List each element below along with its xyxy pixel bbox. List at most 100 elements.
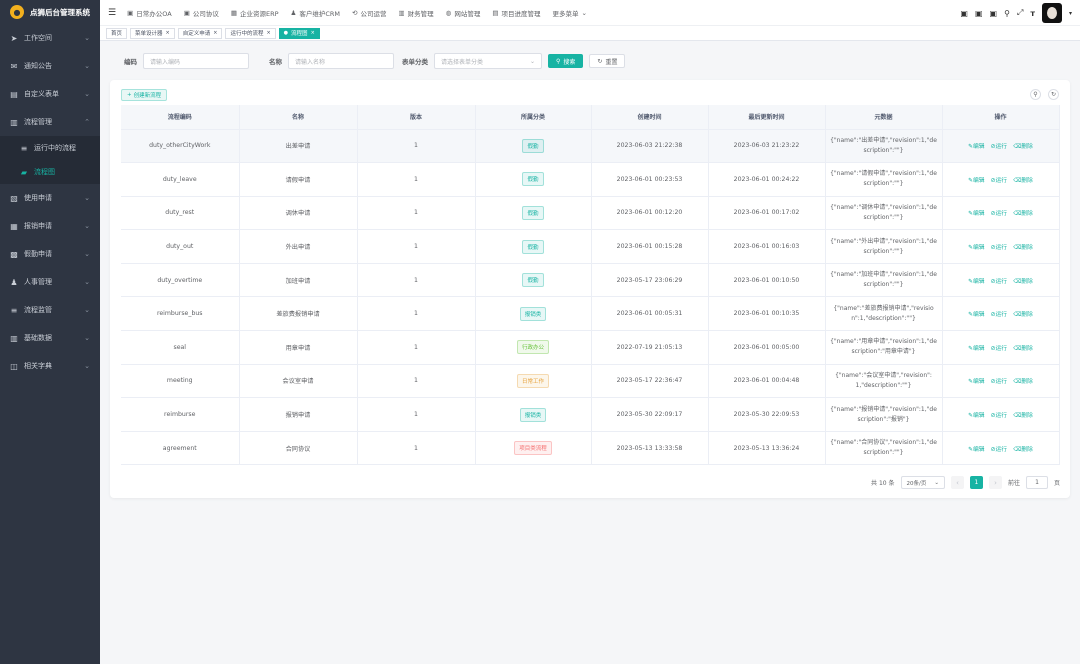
page-size-select[interactable]: 20条/页 ⌄ bbox=[900, 476, 945, 489]
name-input[interactable]: 请输入名称 bbox=[288, 53, 394, 69]
delete-button[interactable]: ⌫删除 bbox=[1013, 343, 1033, 352]
edit-button[interactable]: ✎编辑 bbox=[968, 141, 984, 150]
menu-toggle-icon[interactable]: ☰ bbox=[108, 7, 117, 18]
topnav-item[interactable]: 更多菜单 ⌄ bbox=[547, 8, 591, 18]
run-icon: ⊘ bbox=[990, 278, 996, 285]
doc-icon[interactable]: ▣ bbox=[960, 8, 968, 18]
close-icon[interactable]: × bbox=[310, 30, 315, 36]
run-button[interactable]: ⊘运行 bbox=[991, 276, 1007, 285]
doc-icon[interactable]: ▣ bbox=[974, 8, 983, 18]
run-button[interactable]: ⊘运行 bbox=[991, 376, 1007, 385]
app-logo[interactable]: ● 点狮后台管理系统 bbox=[0, 0, 100, 24]
doc-icon[interactable]: ▣ bbox=[989, 8, 998, 18]
edit-button[interactable]: ✎编辑 bbox=[968, 410, 984, 419]
sidebar-item[interactable]: ➤ 工作空间 ⌄ bbox=[0, 24, 100, 52]
goto-page-input[interactable]: 1 bbox=[1025, 476, 1048, 489]
edit-button[interactable]: ✎编辑 bbox=[968, 343, 984, 352]
edit-button[interactable]: ✎编辑 bbox=[968, 309, 984, 318]
topnav-item[interactable]: ♟ 客户维护CRM bbox=[286, 8, 346, 18]
process-code: reimburse bbox=[121, 397, 240, 432]
delete-button[interactable]: ⌫删除 bbox=[1013, 208, 1033, 217]
table-row[interactable]: seal 用章申请 1 行政办公 2022-07-19 21:05:13 2023-06-… bbox=[121, 330, 1060, 365]
close-icon[interactable]: × bbox=[266, 30, 271, 36]
search-icon[interactable]: ⚲ bbox=[1004, 8, 1010, 18]
delete-button[interactable]: ⌫删除 bbox=[1013, 376, 1033, 385]
run-button[interactable]: ⊘运行 bbox=[991, 410, 1007, 419]
edit-button[interactable]: ✎编辑 bbox=[968, 276, 984, 285]
tab-item[interactable]: 首页 bbox=[106, 27, 128, 39]
run-button[interactable]: ⊘运行 bbox=[991, 141, 1007, 150]
total-count: 共 10 条 bbox=[871, 480, 895, 487]
sidebar-item[interactable]: ▦ 报销申请 ⌄ bbox=[0, 212, 100, 240]
topnav-item[interactable]: ▦ 企业资源ERP bbox=[226, 8, 284, 18]
font-size-icon[interactable]: т bbox=[1030, 8, 1035, 18]
delete-button[interactable]: ⌫删除 bbox=[1013, 276, 1033, 285]
sidebar-item[interactable]: ♟ 人事管理 ⌄ bbox=[0, 268, 100, 296]
sidebar-item[interactable]: ≡ 流程监管 ⌄ bbox=[0, 296, 100, 324]
search-toggle-icon[interactable]: ⚲ bbox=[1030, 89, 1041, 100]
run-button[interactable]: ⊘运行 bbox=[991, 343, 1007, 352]
sidebar-subitem[interactable]: ≡ 运行中的流程 bbox=[0, 136, 100, 160]
tab-item[interactable]: ● 流程图 × bbox=[278, 27, 320, 39]
edit-button[interactable]: ✎编辑 bbox=[968, 208, 984, 217]
sidebar-item[interactable]: ▥ 基础数据 ⌄ bbox=[0, 324, 100, 352]
run-button[interactable]: ⊘运行 bbox=[991, 208, 1007, 217]
run-button[interactable]: ⊘运行 bbox=[991, 242, 1007, 251]
delete-button[interactable]: ⌫删除 bbox=[1013, 242, 1033, 251]
next-page-button[interactable]: › bbox=[988, 476, 1002, 489]
table-row[interactable]: reimburse 报销申请 1 报销类 2023-05-30 22:09:17 2023… bbox=[121, 397, 1060, 432]
table-row[interactable]: reimburse_bus 差旅费报销申请 1 报销类 2023-06-01 00:05… bbox=[121, 296, 1060, 332]
edit-button[interactable]: ✎编辑 bbox=[968, 444, 984, 453]
avatar[interactable] bbox=[1041, 3, 1062, 23]
topnav-item[interactable]: ▣ 公司协议 bbox=[179, 8, 224, 18]
tab-item[interactable]: 运行中的流程 × bbox=[225, 27, 276, 39]
fullscreen-icon[interactable]: ⤢ bbox=[1016, 8, 1024, 17]
delete-button[interactable]: ⌫删除 bbox=[1013, 410, 1033, 419]
search-button[interactable]: ⚲ 搜索 bbox=[548, 54, 584, 68]
prev-page-button[interactable]: ‹ bbox=[950, 476, 964, 489]
table-row[interactable]: meeting 会议室申请 1 日常工作 2023-05-17 22:36:47 2023… bbox=[121, 364, 1060, 399]
table-row[interactable]: duty_leave 请假申请 1 假勤 2023-06-01 00:23:53 2023… bbox=[121, 162, 1060, 197]
run-button[interactable]: ⊘运行 bbox=[991, 175, 1007, 184]
edit-button[interactable]: ✎编辑 bbox=[968, 376, 984, 385]
topnav-item[interactable]: ▤ 项目进度管理 bbox=[487, 8, 545, 18]
topnav-item[interactable]: ⟲ 公司运营 bbox=[347, 8, 391, 18]
code-input[interactable]: 请输入编码 bbox=[143, 53, 249, 69]
sidebar-item[interactable]: ▩ 假勤申请 ⌄ bbox=[0, 240, 100, 268]
topnav-item[interactable]: ◍ 网站管理 bbox=[441, 8, 486, 18]
delete-button[interactable]: ⌫删除 bbox=[1013, 141, 1033, 150]
sidebar-item[interactable]: ◫ 相关字典 ⌄ bbox=[0, 352, 100, 380]
reset-button[interactable]: ↻ 重置 bbox=[589, 54, 626, 68]
table-row[interactable]: duty_overtime 加班申请 1 假勤 2023-05-17 23:06:29 2… bbox=[121, 263, 1060, 298]
edit-button[interactable]: ✎编辑 bbox=[968, 242, 984, 251]
category-tag: 项目类流程 bbox=[514, 441, 552, 456]
table-row[interactable]: duty_otherCityWork 出差申请 1 假勤 2023-06-03 21:2… bbox=[121, 129, 1060, 164]
sidebar-item[interactable]: ▧ 使用申请 ⌄ bbox=[0, 184, 100, 212]
page-number[interactable]: 1 bbox=[969, 476, 983, 489]
add-process-button[interactable]: + 创建新流程 bbox=[121, 89, 168, 101]
sidebar-item[interactable]: ▥ 流程管理 ⌃ bbox=[0, 108, 100, 136]
table-row[interactable]: duty_rest 调休申请 1 假勤 2023-06-01 00:12:20 2023-… bbox=[121, 196, 1060, 231]
sidebar-subitem[interactable]: ▰ 流程图 bbox=[0, 160, 100, 184]
tab-item[interactable]: 菜单设计器 × bbox=[130, 27, 175, 39]
edit-button[interactable]: ✎编辑 bbox=[968, 175, 984, 184]
category-select[interactable]: 请选择表单分类 ⌄ bbox=[434, 53, 542, 69]
run-button[interactable]: ⊘运行 bbox=[991, 309, 1007, 318]
delete-button[interactable]: ⌫删除 bbox=[1013, 309, 1033, 318]
tab-item[interactable]: 自定义申请 × bbox=[177, 27, 223, 39]
topnav-item[interactable]: ▥ 财务管理 bbox=[394, 8, 439, 18]
sidebar-item[interactable]: ✉ 通知公告 ⌄ bbox=[0, 52, 100, 80]
sidebar-item-label: 报销申请 bbox=[24, 222, 52, 230]
delete-button[interactable]: ⌫删除 bbox=[1013, 444, 1033, 453]
refresh-icon[interactable]: ↻ bbox=[1048, 89, 1059, 100]
sidebar-item[interactable]: ▤ 自定义表单 ⌄ bbox=[0, 80, 100, 108]
process-name: 外出申请 bbox=[239, 229, 358, 264]
delete-button[interactable]: ⌫删除 bbox=[1013, 175, 1033, 184]
table-row[interactable]: agreement 合同协议 1 项目类流程 2023-05-13 13:33:58 20… bbox=[121, 431, 1060, 466]
topnav-item[interactable]: ▣ 日常办公OA bbox=[122, 8, 177, 18]
chevron-down-icon[interactable]: ▾ bbox=[1068, 9, 1072, 17]
table-row[interactable]: duty_out 外出申请 1 假勤 2023-06-01 00:15:28 2023-0… bbox=[121, 229, 1060, 264]
close-icon[interactable]: × bbox=[213, 30, 218, 36]
close-icon[interactable]: × bbox=[165, 30, 170, 36]
run-button[interactable]: ⊘运行 bbox=[991, 444, 1007, 453]
